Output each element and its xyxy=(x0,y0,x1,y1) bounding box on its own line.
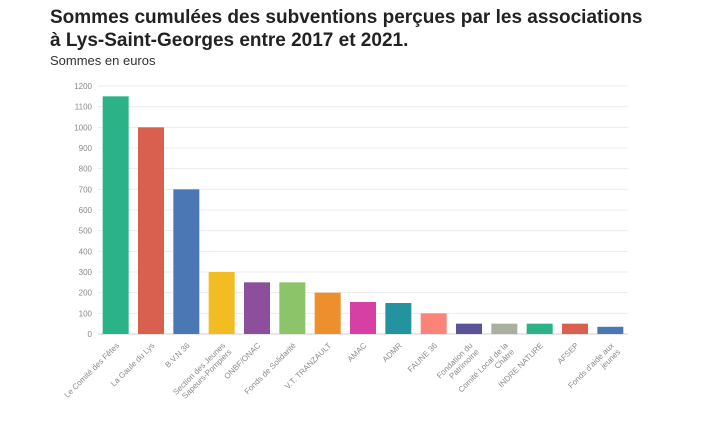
bar xyxy=(526,323,553,334)
bar xyxy=(244,282,270,334)
chart-subtitle: Sommes en euros xyxy=(50,53,156,68)
y-tick-label: 600 xyxy=(79,206,93,215)
bar xyxy=(102,96,129,334)
x-category-label: AFSEP xyxy=(555,341,580,366)
y-tick-label: 400 xyxy=(79,247,93,256)
bar xyxy=(597,326,624,334)
y-tick-label: 500 xyxy=(79,227,93,236)
bar xyxy=(420,313,447,334)
x-category-label: FAUNE 36 xyxy=(406,341,439,374)
y-tick-label: 100 xyxy=(79,309,93,318)
y-tick-label: 0 xyxy=(88,330,93,339)
y-tick-label: 1100 xyxy=(75,103,93,112)
y-tick-label: 900 xyxy=(79,144,93,153)
bar xyxy=(138,127,164,334)
bar xyxy=(385,303,412,334)
bar xyxy=(173,189,200,334)
y-tick-label: 300 xyxy=(79,268,93,277)
bar xyxy=(314,292,341,334)
bar xyxy=(279,282,306,334)
y-tick-label: 1200 xyxy=(74,82,92,91)
x-category-label: B.V.N 36 xyxy=(163,341,192,370)
x-category-label: AMAC xyxy=(346,341,369,364)
bar xyxy=(350,301,376,334)
x-category-label: ADMR xyxy=(381,341,404,364)
x-category-label: Le Comité des Fêtes xyxy=(63,341,122,400)
bar xyxy=(456,323,482,334)
y-tick-label: 200 xyxy=(79,289,93,298)
bar xyxy=(562,323,588,334)
bar xyxy=(491,323,518,334)
y-tick-label: 1000 xyxy=(74,123,92,132)
y-tick-label: 700 xyxy=(79,185,93,194)
chart-title: Sommes cumulées des subventions perçues … xyxy=(50,7,643,51)
bar xyxy=(208,272,235,334)
y-tick-label: 800 xyxy=(79,165,93,174)
